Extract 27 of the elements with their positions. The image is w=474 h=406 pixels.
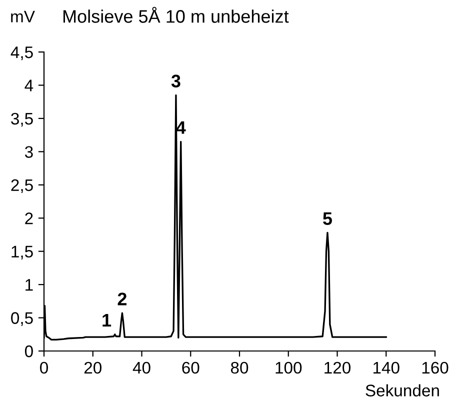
x-tick-label: 100 [276, 362, 302, 374]
y-tick-label: 4 [24, 80, 34, 92]
y-tick-label: 0 [24, 345, 33, 358]
x-tick-label: 0 [40, 362, 48, 374]
annotation: 4 [176, 121, 186, 134]
x-tick-label: 20 [84, 362, 102, 374]
annotation: 1 [102, 314, 112, 326]
x-tick-label: 40 [132, 362, 150, 374]
annotation: 2 [118, 292, 126, 306]
y-tick-label: 1 [26, 279, 33, 291]
x-tick-label: 160 [422, 362, 448, 374]
annotation: 3 [171, 74, 180, 88]
y-tick-label: 2,5 [11, 179, 33, 194]
y-axis-title: mV [11, 10, 35, 22]
x-tick-label: 140 [373, 362, 400, 374]
y-tick-label: 2 [25, 212, 33, 224]
x-axis-title: Sekunden [366, 384, 439, 396]
y-tick-label: 3,5 [11, 112, 33, 127]
chart-title: Molsieve 5Å 10 m unbeheizt [63, 6, 289, 23]
y-tick-label: 3 [24, 146, 33, 158]
y-tick-label: 4,5 [10, 46, 33, 60]
y-tick-label: 0,5 [11, 312, 33, 326]
annotation: 5 [323, 212, 332, 225]
x-tick-label: 80 [230, 362, 248, 374]
x-tick-label: 120 [324, 362, 351, 374]
x-tick-label: 60 [182, 362, 200, 374]
y-tick-label: 1,5 [12, 246, 33, 260]
